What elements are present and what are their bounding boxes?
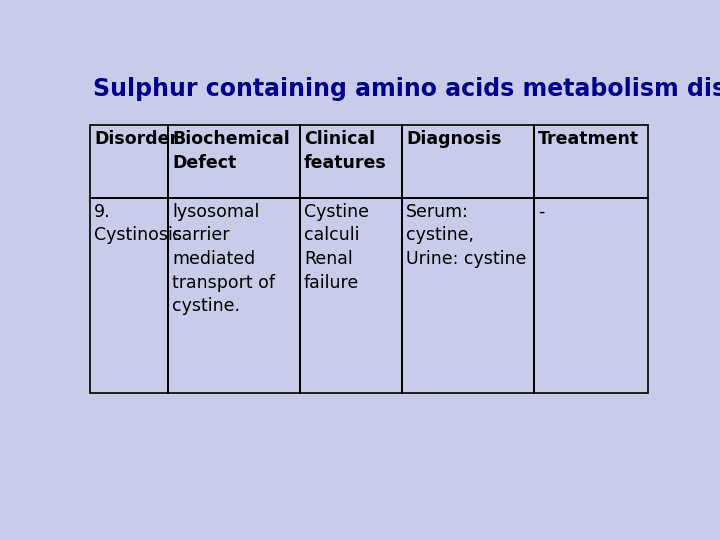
Text: -: -	[538, 203, 544, 221]
Bar	[534, 125, 648, 198]
Bar	[168, 198, 300, 393]
Text: Sulphur containing amino acids metabolism disorder: Sulphur containing amino acids metabolis…	[93, 77, 720, 102]
Text: Cystine
calculi
Renal
failure: Cystine calculi Renal failure	[304, 203, 369, 292]
Bar	[90, 198, 168, 393]
Text: Clinical
features: Clinical features	[304, 130, 387, 172]
Bar	[90, 125, 168, 198]
Text: Disorder: Disorder	[94, 130, 178, 148]
Text: Serum:
cystine,
Urine: cystine: Serum: cystine, Urine: cystine	[406, 203, 526, 268]
Text: 9.
Cystinosis: 9. Cystinosis	[94, 203, 182, 245]
Bar	[300, 198, 402, 393]
Text: lysosomal
carrier
mediated
transport of
cystine.: lysosomal carrier mediated transport of …	[172, 203, 275, 315]
Text: Biochemical
Defect: Biochemical Defect	[172, 130, 289, 172]
Text: Diagnosis: Diagnosis	[406, 130, 501, 148]
Bar	[402, 198, 534, 393]
Bar	[402, 125, 534, 198]
Bar	[534, 198, 648, 393]
Bar	[168, 125, 300, 198]
Text: Treatment: Treatment	[538, 130, 639, 148]
Bar	[300, 125, 402, 198]
